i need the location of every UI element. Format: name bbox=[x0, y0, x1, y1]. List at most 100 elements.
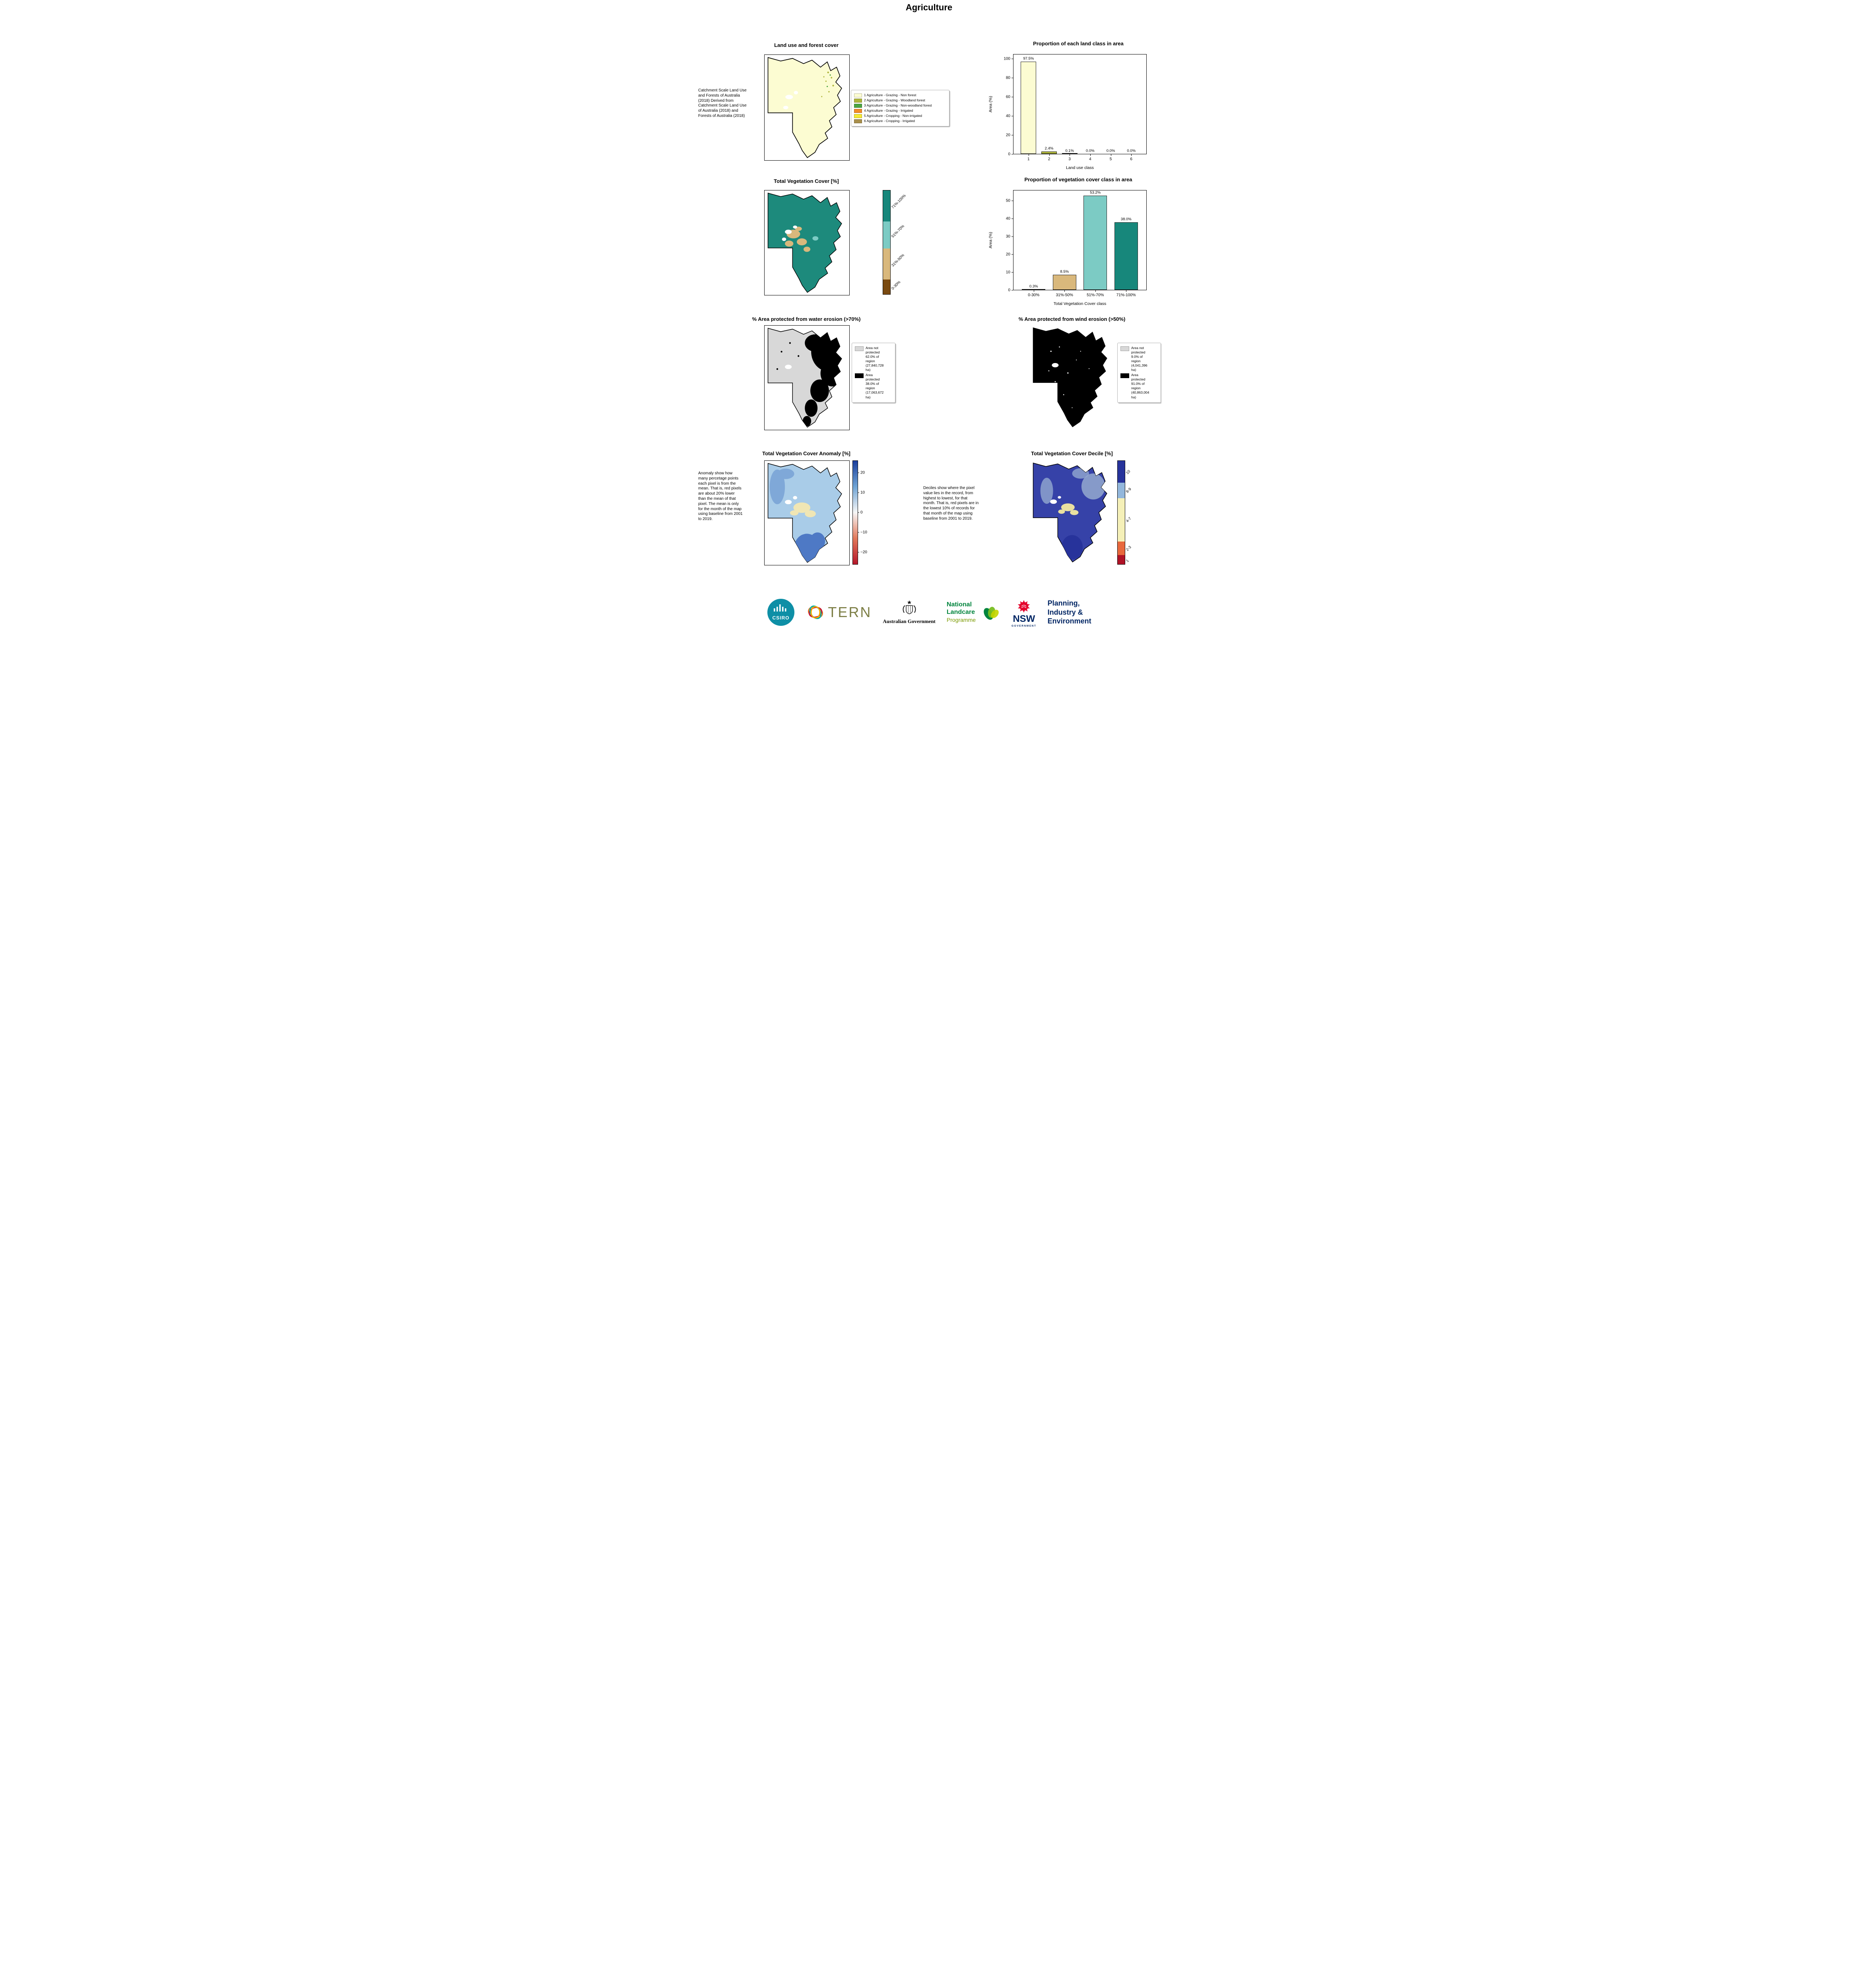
csiro-logo: CSIRO bbox=[767, 598, 795, 627]
legend-label: 4 Agriculture - Grazing - Irrigated bbox=[864, 109, 913, 113]
colorbar-segment: 71%-100% bbox=[883, 190, 907, 222]
legend-label: 5 Agriculture - Cropping - Non-irrigated bbox=[864, 114, 922, 118]
landcare-logo: National Landcare Programme bbox=[946, 601, 1000, 623]
bar-slot: 2.4% 2 bbox=[1039, 54, 1060, 161]
colorbar-segment-label: 4-7 bbox=[1125, 516, 1132, 524]
legend-swatch bbox=[855, 373, 864, 379]
y-axis: 0 10 20 30 40 50 bbox=[996, 190, 1013, 293]
veg-cover-map-svg bbox=[767, 192, 842, 293]
landcare-line1: National bbox=[946, 601, 972, 608]
chart-title: Proportion of each land class in area bbox=[1033, 41, 1124, 47]
legend-item: Area not protected 9.0% of region (4,041… bbox=[1120, 346, 1158, 372]
legend-item: 3 Agriculture - Grazing - Non-woodland f… bbox=[854, 103, 946, 108]
pie-line2: Industry & bbox=[1047, 608, 1083, 616]
bar-slot: 38.0% 71%-100% bbox=[1111, 190, 1142, 297]
legend-swatch bbox=[854, 99, 862, 103]
x-tick: 5 bbox=[1109, 157, 1112, 161]
legend-swatch bbox=[854, 104, 862, 108]
legend-swatch bbox=[855, 346, 864, 351]
bar-slot: 0.1% 3 bbox=[1059, 54, 1080, 161]
water-erosion-title: % Area protected from water erosion (>70… bbox=[752, 316, 861, 322]
bar-1 bbox=[1021, 61, 1037, 154]
bar-value-label: 0.0% bbox=[1106, 149, 1115, 153]
colorbar-tick: −10 bbox=[858, 530, 867, 535]
y-axis-label: Area (%) bbox=[988, 232, 993, 248]
ausgov-crest-icon bbox=[903, 600, 916, 614]
bar-slot: 8.5% 31%-50% bbox=[1049, 190, 1080, 297]
colorbar-segment: 8-9 bbox=[1118, 482, 1132, 498]
colorbar-segment: 2-3 bbox=[1118, 541, 1132, 555]
water-erosion-map-svg bbox=[767, 328, 842, 428]
tern-logo: TERN bbox=[806, 603, 872, 621]
landcare-leaf-icon bbox=[984, 607, 999, 620]
water-erosion-patches bbox=[776, 332, 842, 427]
bar-value-label: 0.1% bbox=[1065, 148, 1074, 153]
legend-item: 4 Agriculture - Grazing - Irrigated bbox=[854, 109, 946, 113]
bar-slot: 53.2% 51%-70% bbox=[1080, 190, 1111, 297]
legend-swatch bbox=[1120, 373, 1129, 379]
decile-patches bbox=[1040, 468, 1105, 559]
colorbar-segment: 31%-50% bbox=[883, 248, 905, 280]
x-tick: 6 bbox=[1130, 157, 1132, 161]
legend-label: 6 Agriculture - Cropping - Irrigated bbox=[864, 119, 915, 123]
colorbar-segment: 10 bbox=[1118, 461, 1131, 483]
bar-slot: 0.3% 0-30% bbox=[1018, 190, 1049, 297]
land-use-map-svg bbox=[767, 57, 842, 158]
tern-logo-mark bbox=[808, 605, 823, 619]
legend-item: 1 Agriculture - Grazing - Non forest bbox=[854, 93, 946, 97]
water-erosion-map bbox=[764, 325, 850, 430]
bar-3 bbox=[1062, 153, 1078, 154]
pie-line1: Planning, bbox=[1047, 599, 1080, 607]
bar-value-label: 0.0% bbox=[1127, 149, 1136, 153]
colorbar-segment: 51%-70% bbox=[883, 221, 905, 249]
anomaly-map-title: Total Vegetation Cover Anomaly [%] bbox=[762, 450, 850, 456]
legend-label: Area protected 91.0% of region (40,863,0… bbox=[1131, 373, 1149, 399]
colorbar-tick: 10 bbox=[858, 491, 865, 495]
colorbar-segment-label: 8-9 bbox=[1125, 487, 1132, 494]
x-tick: 31%-50% bbox=[1056, 293, 1073, 297]
legend-item: 6 Agriculture - Cropping - Irrigated bbox=[854, 119, 946, 123]
x-tick: 3 bbox=[1068, 157, 1071, 161]
decile-map-svg bbox=[1033, 462, 1107, 563]
y-tick: 100 bbox=[1004, 57, 1013, 61]
x-axis-label: Land use class bbox=[1066, 165, 1094, 170]
anomaly-map bbox=[764, 460, 850, 565]
bar-2 bbox=[1041, 151, 1057, 154]
bar-slot: 97.5% 1 bbox=[1018, 54, 1039, 161]
bar-0-30% bbox=[1022, 289, 1046, 290]
legend-swatch bbox=[854, 109, 862, 113]
y-tick: 40 bbox=[1006, 114, 1013, 118]
y-tick: 40 bbox=[1006, 217, 1013, 221]
y-tick: 20 bbox=[1006, 133, 1013, 138]
bar-51%-70% bbox=[1083, 195, 1107, 290]
veg-cover-map-title: Total Vegetation Cover [%] bbox=[774, 178, 839, 184]
x-tick: 71%-100% bbox=[1116, 293, 1136, 297]
legend-swatch bbox=[1120, 346, 1129, 351]
legend-label: Area not protected 9.0% of region (4,041… bbox=[1131, 346, 1147, 372]
plot-area: 0.3% 0-30% 8.5% 31%-50% 53.2% 51%-70% 38.0% 71%… bbox=[1013, 190, 1147, 297]
colorbar-tick: 0 bbox=[858, 511, 863, 515]
x-tick: 51%-70% bbox=[1087, 293, 1104, 297]
x-axis-label: Total Vegetation Cover class bbox=[1053, 301, 1107, 306]
y-tick: 10 bbox=[1006, 270, 1013, 275]
bar-value-label: 97.5% bbox=[1023, 56, 1034, 61]
land-use-legend: 1 Agriculture - Grazing - Non forest 2 Ag… bbox=[851, 90, 949, 126]
landcare-line3: Programme bbox=[946, 616, 976, 623]
legend-item: Area protected 91.0% of region (40,863,0… bbox=[1120, 373, 1158, 399]
wind-erosion-map-svg bbox=[1033, 327, 1107, 427]
land-use-map bbox=[764, 54, 850, 161]
veg-cover-patches bbox=[782, 225, 819, 252]
decile-caption: Deciles show where the pixel value lies … bbox=[923, 486, 979, 521]
legend-swatch bbox=[854, 119, 862, 123]
legend-label: 1 Agriculture - Grazing - Non forest bbox=[864, 93, 916, 97]
y-tick: 0 bbox=[1008, 288, 1013, 293]
veg-class-chart: Proportion of vegetation cover class in … bbox=[986, 176, 1150, 308]
y-axis-label: Area (%) bbox=[988, 96, 993, 113]
colorbar-tick: 20 bbox=[858, 471, 865, 475]
decile-map bbox=[1030, 460, 1114, 565]
page-title: Agriculture bbox=[905, 2, 953, 12]
legend-item: Area not protected 62.0% of region (27,8… bbox=[855, 346, 892, 372]
legend-label: 2 Agriculture - Grazing - Woodland fores… bbox=[864, 98, 925, 102]
landcare-line2: Landcare bbox=[946, 608, 975, 615]
tern-text: TERN bbox=[828, 604, 872, 620]
